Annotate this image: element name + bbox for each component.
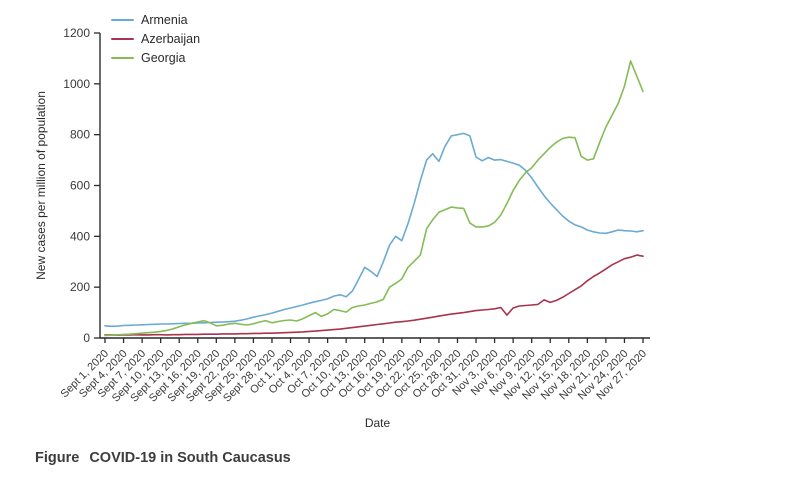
armenia-line-swatch — [111, 18, 134, 21]
svg-text:1200: 1200 — [63, 26, 90, 40]
legend-label-armenia: Armenia — [141, 12, 188, 27]
svg-text:600: 600 — [70, 179, 90, 193]
chart-legend: Armenia Azerbaijan Georgia — [111, 10, 200, 67]
svg-text:0: 0 — [83, 331, 90, 345]
legend-item-georgia: Georgia — [111, 48, 200, 67]
figure-caption: Figure COVID-19 in South Caucasus — [35, 450, 291, 466]
georgia-line-swatch — [111, 56, 134, 59]
legend-label-azerbaijan: Azerbaijan — [141, 31, 201, 46]
legend-label-georgia: Georgia — [141, 50, 186, 65]
svg-text:1000: 1000 — [63, 77, 90, 91]
x-axis-title: Date — [364, 416, 391, 430]
figure-caption-label: Figure — [35, 450, 80, 466]
figure-caption-title: COVID-19 in South Caucasus — [89, 450, 291, 466]
legend-item-armenia: Armenia — [111, 10, 200, 29]
svg-text:800: 800 — [70, 128, 90, 142]
azerbaijan-line-swatch — [111, 37, 134, 40]
svg-text:200: 200 — [70, 280, 90, 294]
y-axis-title: New cases per million of population — [34, 91, 48, 280]
legend-item-azerbaijan: Azerbaijan — [111, 29, 200, 48]
svg-text:400: 400 — [70, 229, 90, 243]
